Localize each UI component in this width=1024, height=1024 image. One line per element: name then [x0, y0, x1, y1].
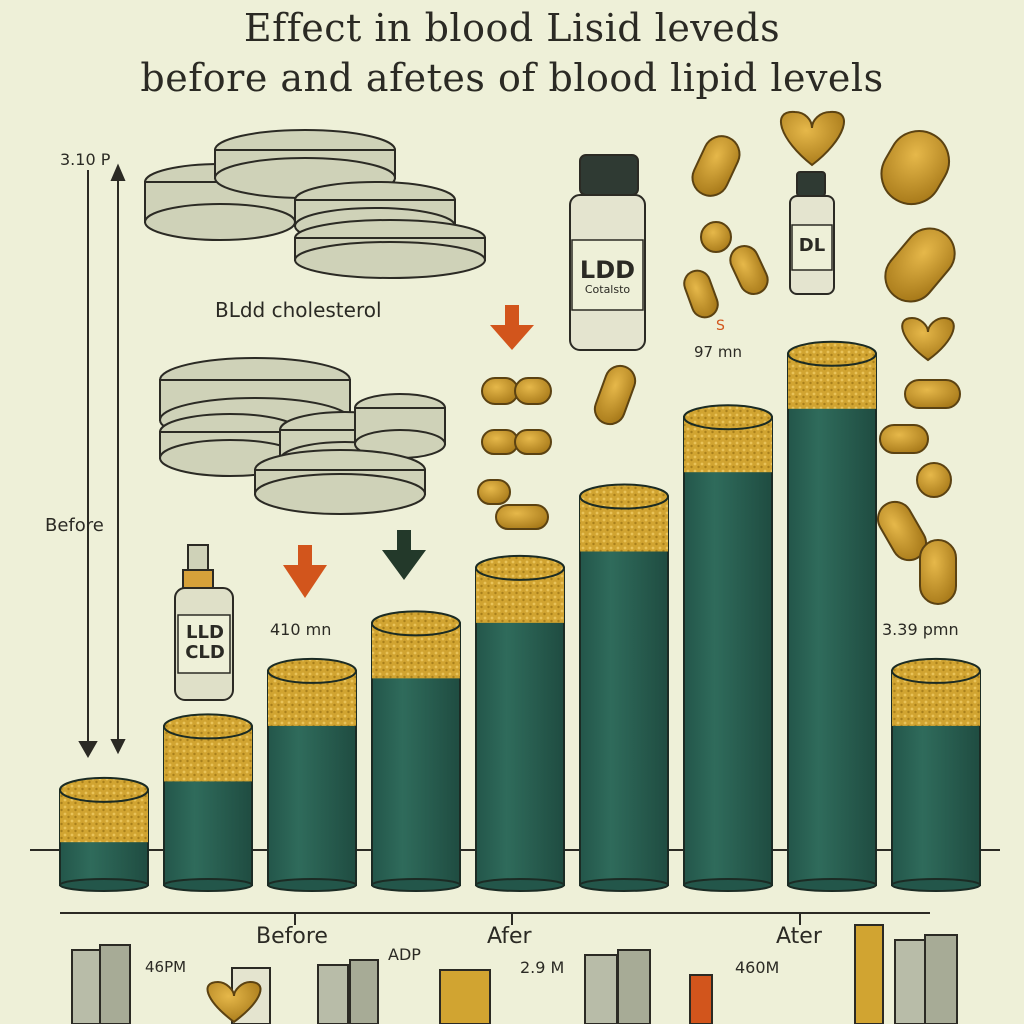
bar-4	[371, 610, 461, 892]
bar-body	[683, 416, 773, 886]
bar-base	[371, 878, 461, 892]
bar-base	[59, 878, 149, 892]
bar-lid	[683, 404, 773, 431]
bar-1	[59, 776, 149, 892]
chart-subtitle: before and afetes of blood lipid levels	[140, 56, 884, 100]
bottle-ldl-label: LLD CLD	[185, 622, 225, 663]
y-top-label: 3.10 P	[60, 150, 111, 169]
bar-base	[267, 878, 357, 892]
bottle-ldd	[569, 154, 646, 351]
disc-stack-top	[144, 129, 486, 279]
bar-6	[579, 483, 669, 892]
heart-icons	[779, 110, 955, 362]
bottle-ldl-cld	[174, 544, 234, 701]
shelf-label-1: 46PM	[145, 958, 187, 976]
shelf-label-3: 2.9 M	[520, 958, 565, 977]
shelf-label-4: 460M	[735, 958, 780, 977]
bar-base	[579, 878, 669, 892]
bars-layer	[59, 340, 981, 892]
bar-lid	[787, 340, 877, 367]
x-label-before: Before	[256, 924, 328, 949]
down-arrow-3	[382, 530, 426, 580]
bar-base	[787, 878, 877, 892]
x-label-after-2: Ater	[776, 924, 822, 949]
bar-value-label-a: 410 mn	[270, 620, 332, 639]
x-label-after-1: Afer	[487, 924, 532, 949]
before-side-label: Before	[45, 515, 104, 536]
bottle-dl	[789, 171, 835, 295]
cholesterol-label: BLdd cholesterol	[215, 298, 382, 322]
bar-lid	[475, 554, 565, 581]
bar-value-label-c: 3.39 pmn	[882, 620, 959, 639]
bar-value-label-b: 97 mn	[694, 343, 742, 361]
bar-8	[787, 340, 877, 892]
bar-5	[475, 554, 565, 892]
bar-body	[579, 495, 669, 886]
bar-9	[891, 657, 981, 892]
down-arrow-2	[283, 545, 327, 598]
shelf-label-2: ADP	[388, 945, 421, 964]
bar-lid	[163, 713, 253, 740]
bar-value-label-small: S	[716, 318, 725, 334]
bar-2	[163, 713, 253, 892]
bottle-dl-label: DL	[798, 235, 826, 256]
bar-lid	[371, 610, 461, 637]
bar-lid	[579, 483, 669, 510]
bar-base	[891, 878, 981, 892]
bar-base	[163, 878, 253, 892]
capsule-cluster	[477, 130, 961, 605]
down-arrow-1	[490, 305, 534, 350]
bar-lid	[59, 776, 149, 803]
chart-title: Effect in blood Lisid leveds	[243, 6, 781, 50]
x-ticks	[294, 913, 801, 925]
bar-lid	[891, 657, 981, 684]
bar-base	[683, 878, 773, 892]
bar-7	[683, 404, 773, 892]
bar-body	[787, 352, 877, 886]
bar-3	[267, 657, 357, 892]
heart-icon	[206, 980, 262, 1024]
left-axis-arrows	[78, 163, 126, 759]
bar-lid	[267, 657, 357, 684]
disc-stack-middle	[159, 357, 446, 515]
bar-base	[475, 878, 565, 892]
bottle-ldd-sublabel: Cotalsto	[584, 283, 631, 296]
bottle-ldd-label: LDD	[579, 256, 636, 284]
